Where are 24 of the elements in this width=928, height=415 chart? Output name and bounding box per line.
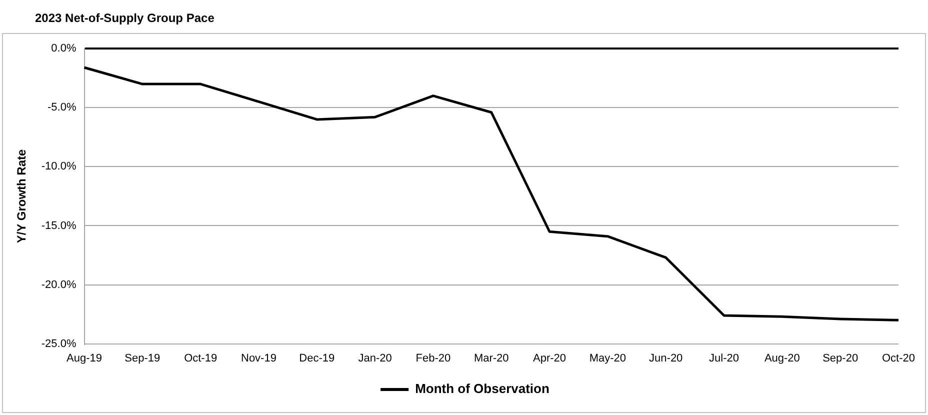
- x-tick-label: Jul-20: [709, 352, 739, 364]
- x-tick-label: Apr-20: [533, 352, 566, 364]
- x-tick-label: Aug-20: [764, 352, 800, 364]
- x-tick-label: Jun-20: [649, 352, 683, 364]
- y-tick-label: -10.0%: [41, 160, 76, 173]
- x-tick-label: Nov-19: [241, 352, 276, 364]
- y-tick-label: -20.0%: [41, 278, 76, 291]
- x-tick-label: Oct-20: [882, 352, 915, 364]
- x-tick-label: May-20: [589, 352, 626, 364]
- x-tick-label: Dec-19: [299, 352, 335, 364]
- legend-label: Month of Observation: [415, 381, 550, 396]
- x-tick-label: Jan-20: [358, 352, 392, 364]
- x-tick-label: Aug-19: [66, 352, 102, 364]
- x-tick-label: Mar-20: [474, 352, 509, 364]
- x-tick-label: Oct-19: [184, 352, 218, 364]
- chart-title: 2023 Net-of-Supply Group Pace: [35, 11, 214, 25]
- x-tick-label: Sep-19: [124, 352, 160, 364]
- y-tick-label: -25.0%: [41, 338, 76, 350]
- x-tick-label: Feb-20: [416, 352, 451, 364]
- x-tick-label: Sep-20: [822, 352, 858, 364]
- y-tick-label: -5.0%: [48, 102, 76, 114]
- y-tick-label: -15.0%: [41, 220, 76, 232]
- y-axis-title: Y/Y Growth Rate: [14, 148, 29, 244]
- y-tick-label: 0.0%: [51, 42, 76, 55]
